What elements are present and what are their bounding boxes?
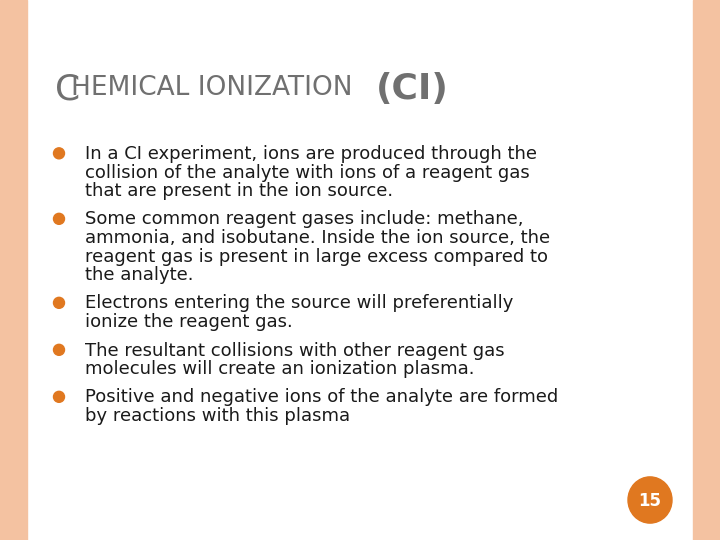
Circle shape xyxy=(53,213,65,224)
Text: molecules will create an ionization plasma.: molecules will create an ionization plas… xyxy=(85,360,474,378)
Text: HEMICAL IONIZATION: HEMICAL IONIZATION xyxy=(71,75,361,101)
Text: ionize the reagent gas.: ionize the reagent gas. xyxy=(85,313,293,331)
Text: In a CI experiment, ions are produced through the: In a CI experiment, ions are produced th… xyxy=(85,145,537,163)
Ellipse shape xyxy=(628,477,672,523)
Text: Some common reagent gases include: methane,: Some common reagent gases include: metha… xyxy=(85,211,523,228)
Text: collision of the analyte with ions of a reagent gas: collision of the analyte with ions of a … xyxy=(85,164,530,181)
Text: Electrons entering the source will preferentially: Electrons entering the source will prefe… xyxy=(85,294,513,313)
Text: Positive and negative ions of the analyte are formed: Positive and negative ions of the analyt… xyxy=(85,388,558,407)
Bar xyxy=(0,0,27,540)
Text: (CI): (CI) xyxy=(376,72,449,106)
Text: by reactions with this plasma: by reactions with this plasma xyxy=(85,407,350,425)
Text: ammonia, and isobutane. Inside the ion source, the: ammonia, and isobutane. Inside the ion s… xyxy=(85,229,550,247)
Text: that are present in the ion source.: that are present in the ion source. xyxy=(85,182,393,200)
Circle shape xyxy=(53,345,65,355)
Bar xyxy=(693,0,720,540)
Text: the analyte.: the analyte. xyxy=(85,266,194,284)
Text: C: C xyxy=(55,72,80,106)
Text: The resultant collisions with other reagent gas: The resultant collisions with other reag… xyxy=(85,341,505,360)
Circle shape xyxy=(53,298,65,308)
Circle shape xyxy=(53,148,65,159)
Text: 15: 15 xyxy=(639,492,662,510)
Circle shape xyxy=(53,392,65,402)
Text: reagent gas is present in large excess compared to: reagent gas is present in large excess c… xyxy=(85,247,548,266)
